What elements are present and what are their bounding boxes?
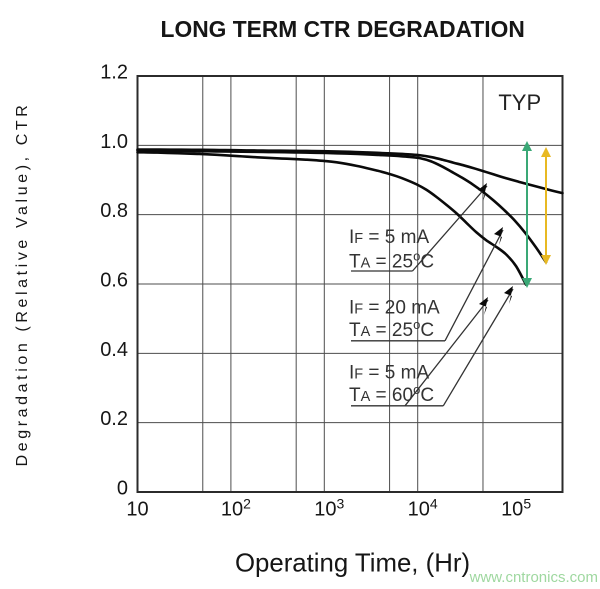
svg-text:0.6: 0.6 bbox=[100, 270, 128, 292]
svg-text:Operating Time, (Hr): Operating Time, (Hr) bbox=[235, 550, 470, 578]
svg-text:0.8: 0.8 bbox=[100, 200, 128, 222]
svg-text:IF = 5 mA: IF = 5 mA bbox=[349, 362, 429, 383]
svg-text:www.cntronics.com: www.cntronics.com bbox=[469, 569, 598, 586]
svg-text:Degradation (Relative Value),: Degradation (Relative Value), CTR bbox=[14, 102, 31, 467]
svg-text:10: 10 bbox=[126, 498, 148, 520]
svg-text:0.4: 0.4 bbox=[100, 339, 128, 361]
svg-text:LONG TERM CTR DEGRADATION: LONG TERM CTR DEGRADATION bbox=[161, 16, 525, 42]
svg-text:0.2: 0.2 bbox=[100, 408, 128, 430]
svg-text:TYP: TYP bbox=[498, 90, 541, 115]
svg-text:IF = 5 mA: IF = 5 mA bbox=[349, 227, 429, 248]
svg-text:IF = 20 mA: IF = 20 mA bbox=[349, 297, 440, 318]
svg-text:1.2: 1.2 bbox=[100, 62, 128, 84]
svg-text:1.0: 1.0 bbox=[100, 131, 128, 153]
svg-text:0: 0 bbox=[117, 478, 128, 500]
